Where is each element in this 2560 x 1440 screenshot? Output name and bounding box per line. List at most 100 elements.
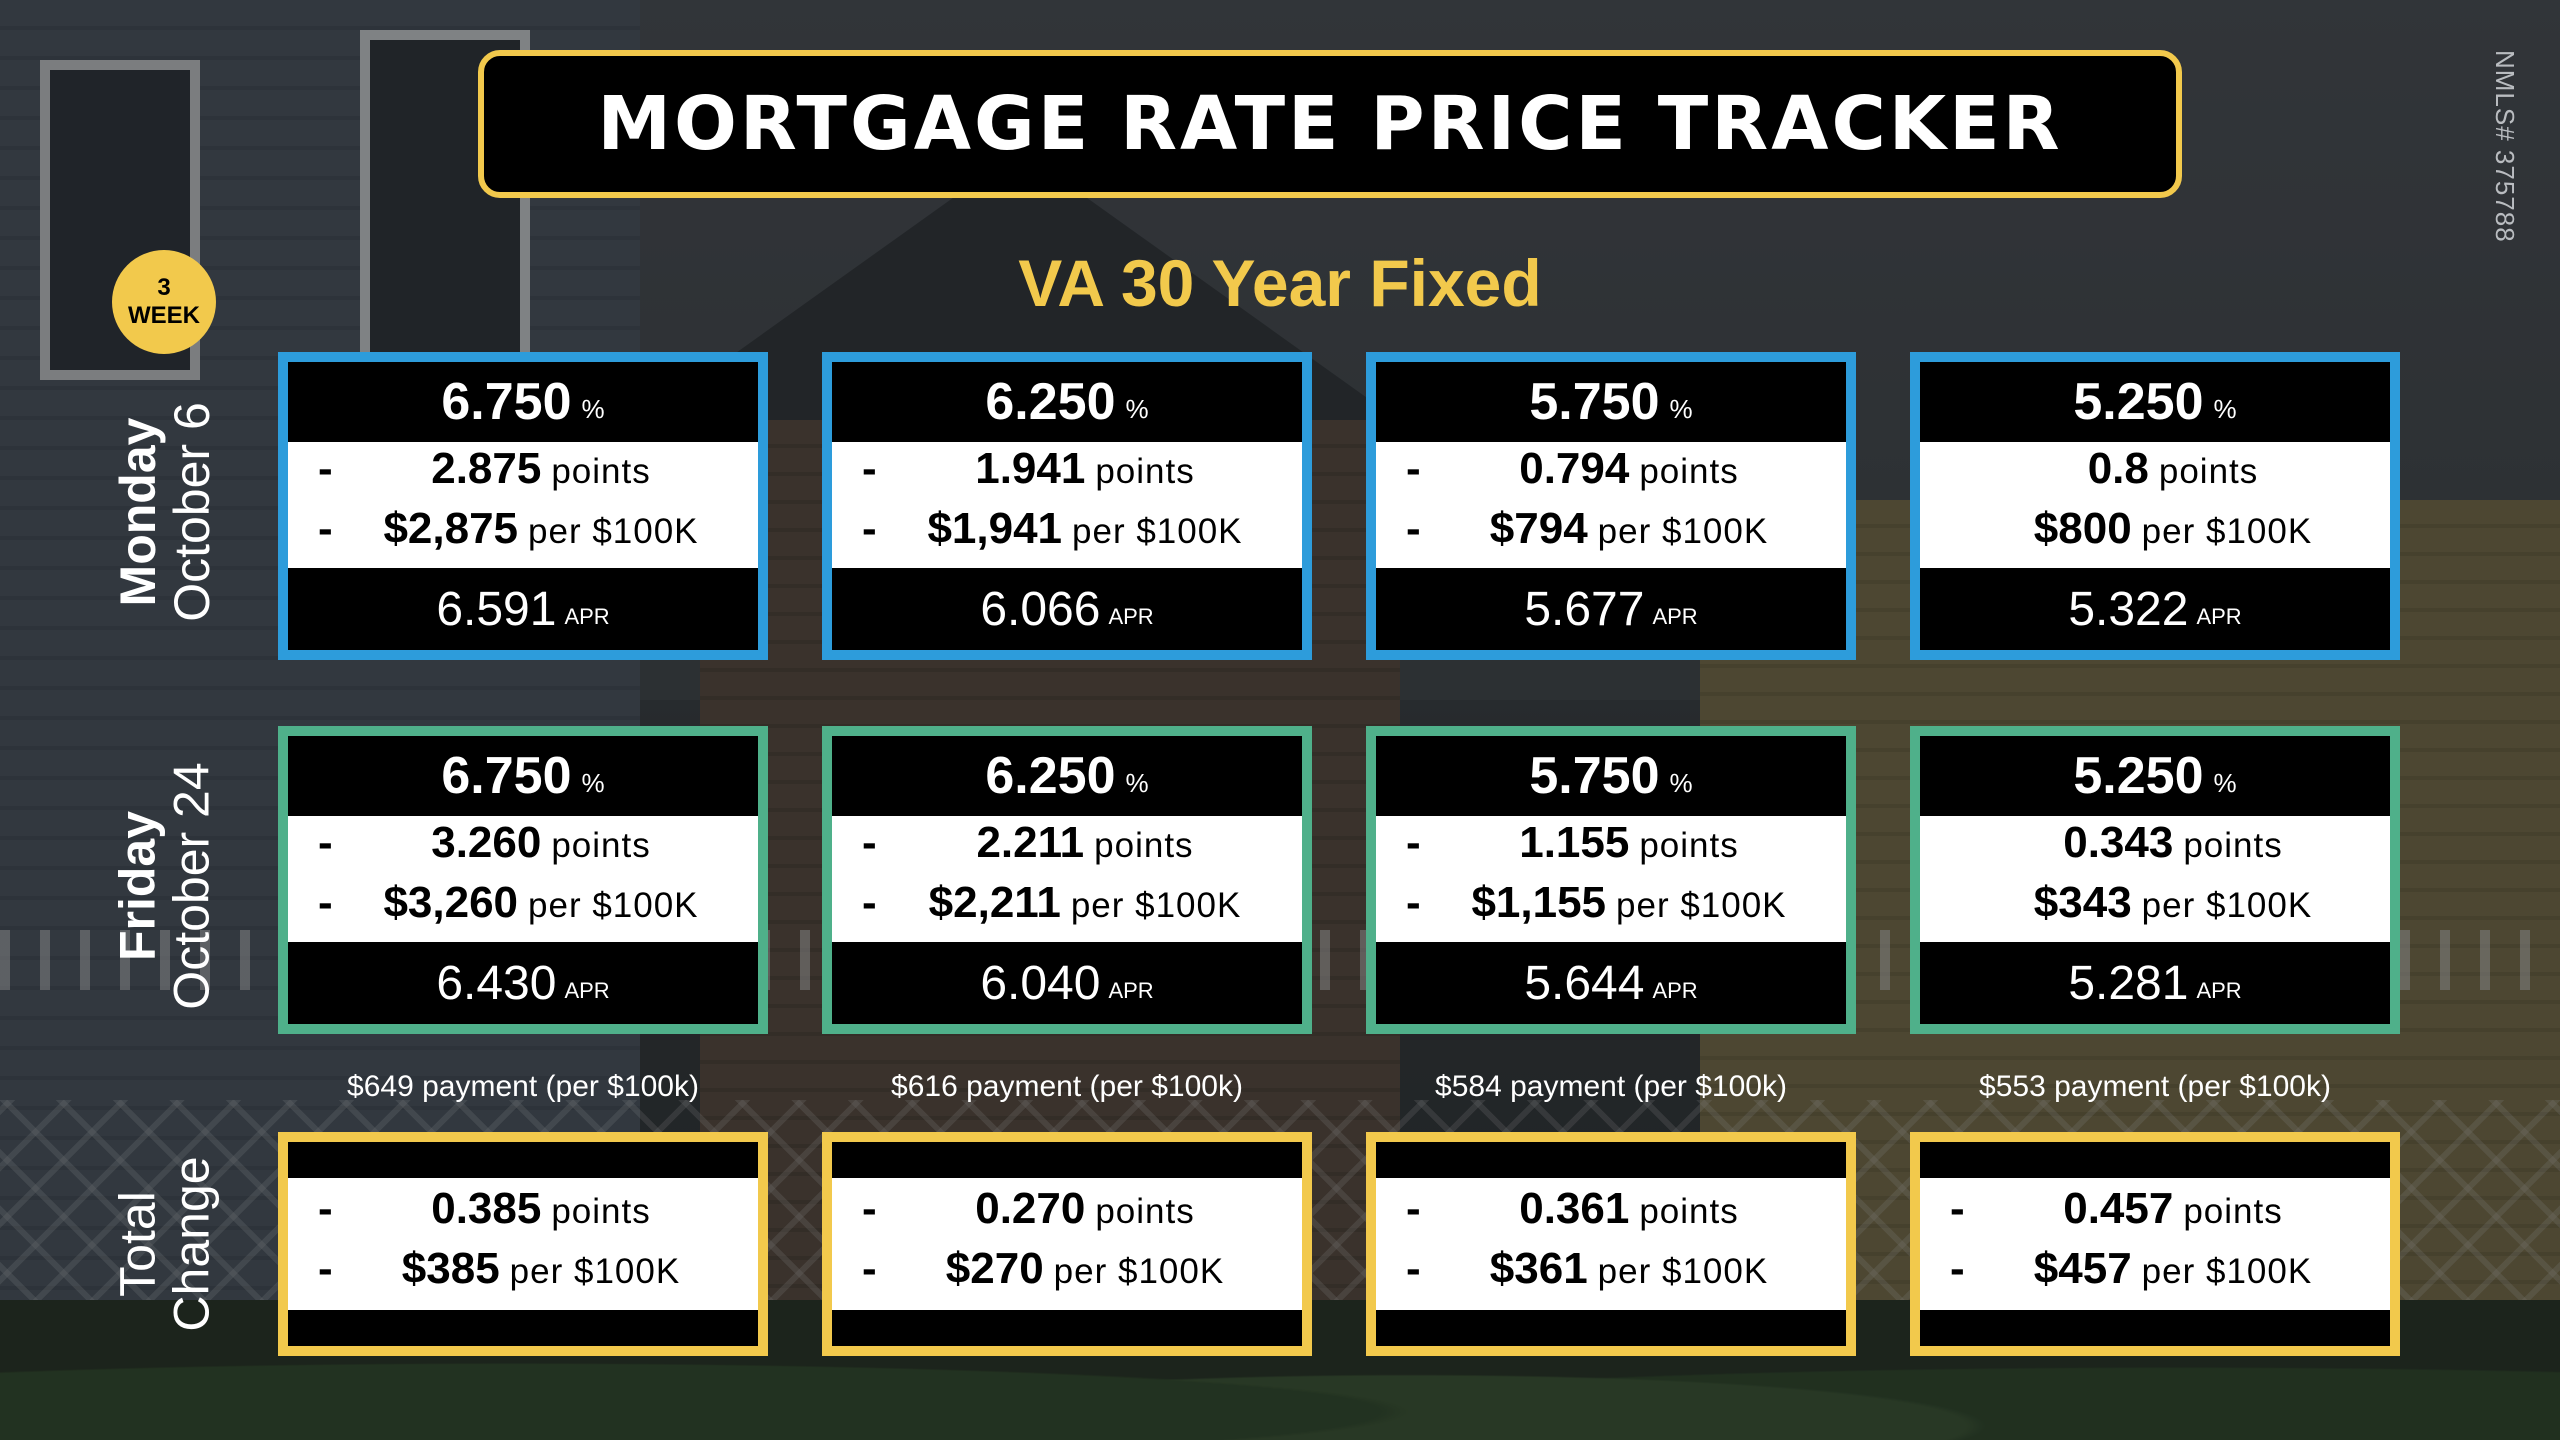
points-cost-panel: -1.155 points - $1,155 per $100K xyxy=(1376,816,1846,942)
apr-value: 5.644 xyxy=(1524,956,1645,1010)
cost-row-unit: per $100K xyxy=(1616,886,1787,925)
apr-value: 5.677 xyxy=(1524,582,1645,636)
percent-symbol: % xyxy=(1125,767,1149,798)
cost-row-value-group: $1,941 per $100K xyxy=(898,504,1272,554)
apr-label: APR xyxy=(1652,604,1698,629)
points-row-value-group: 0.794 points xyxy=(1442,444,1816,494)
apr-label: APR xyxy=(2196,978,2242,1003)
change-points-row: -0.361 points xyxy=(1406,1184,1816,1244)
points-row: -1.155 points xyxy=(1406,818,1816,878)
monday-rate-card: 5.750% -0.794 points - $794 per $100K 5.677 APR xyxy=(1366,352,1856,660)
points-cost-panel: 0.343 points $343 per $100K xyxy=(1920,816,2390,942)
total-change-card: -0.385 points - $385 per $100K xyxy=(278,1132,768,1356)
card-top-strip xyxy=(288,1142,758,1178)
page-title: MORTGAGE RATE PRICE TRACKER xyxy=(597,81,2063,167)
row-label-friday-date: October 24 xyxy=(164,762,220,1010)
row-label-monday: Monday October 6 xyxy=(110,352,220,672)
cost-row-value: $343 xyxy=(2033,878,2132,927)
change-points-row-unit: points xyxy=(1095,1192,1195,1231)
card-top-strip xyxy=(1376,1142,1846,1178)
week-badge-number: 3 xyxy=(157,274,171,301)
cost-row-value-group: $343 per $100K xyxy=(1986,878,2360,928)
cost-row-sign: - xyxy=(1406,878,1421,927)
change-points-row-value-group: 0.361 points xyxy=(1442,1184,1816,1234)
cost-row-sign: - xyxy=(862,504,877,553)
cost-row-unit: per $100K xyxy=(528,886,699,925)
cost-row-value: $794 xyxy=(1489,504,1588,553)
cost-row: - $2,211 per $100K xyxy=(862,878,1272,938)
week-badge: 3 WEEK xyxy=(112,250,216,354)
apr-label: APR xyxy=(1652,978,1698,1003)
change-cost-row-value: $457 xyxy=(2033,1244,2132,1293)
cost-row-unit: per $100K xyxy=(1072,512,1243,551)
change-points-row-unit: points xyxy=(1639,1192,1739,1231)
monthly-payment: $616 payment (per $100k) xyxy=(891,1070,1243,1103)
apr-value: 5.281 xyxy=(2068,956,2189,1010)
apr: 6.430 APR xyxy=(288,942,758,1024)
change-points-row-value: 0.270 xyxy=(975,1184,1086,1233)
apr-label: APR xyxy=(2196,604,2242,629)
percent-symbol: % xyxy=(1125,393,1149,424)
points-cost-panel: -3.260 points - $3,260 per $100K xyxy=(288,816,758,942)
change-cost-row-sign: - xyxy=(862,1244,877,1293)
loan-type-subtitle: VA 30 Year Fixed xyxy=(1018,246,1542,320)
cost-row: $343 per $100K xyxy=(1950,878,2360,938)
friday-rate-card: 6.250% -2.211 points - $2,211 per $100K 6.040 A… xyxy=(822,726,1312,1034)
points-row-sign: - xyxy=(318,444,333,493)
row-label-total: Total xyxy=(110,1191,166,1297)
card-bottom-strip xyxy=(832,1310,1302,1346)
change-cost-row-sign: - xyxy=(1950,1244,1965,1293)
change-panel: -0.361 points - $361 per $100K xyxy=(1376,1178,1846,1310)
cost-row-sign: - xyxy=(318,504,333,553)
change-points-row-unit: points xyxy=(551,1192,651,1231)
week-badge-label: WEEK xyxy=(128,302,200,329)
apr: 5.644 APR xyxy=(1376,942,1846,1024)
change-points-row: -0.385 points xyxy=(318,1184,728,1244)
cost-row-unit: per $100K xyxy=(1597,512,1769,551)
percent-symbol: % xyxy=(2213,393,2237,424)
points-row-value-group: 0.343 points xyxy=(1986,818,2360,868)
interest-rate: 5.750% xyxy=(1376,736,1846,816)
monthly-payment: $584 payment (per $100k) xyxy=(1435,1070,1787,1103)
points-cost-panel: - 2.875 points - $2,875 per $100K xyxy=(288,442,758,568)
interest-rate-value: 5.250 xyxy=(2073,747,2204,805)
cost-row: - $1,155 per $100K xyxy=(1406,878,1816,938)
points-row-value: 0.343 xyxy=(2063,818,2174,867)
total-change-card: -0.457 points - $457 per $100K xyxy=(1910,1132,2400,1356)
interest-rate: 6.750% xyxy=(288,736,758,816)
apr-value: 6.430 xyxy=(436,956,557,1010)
cost-row-unit: per $100K xyxy=(2141,886,2313,925)
points-row-sign: - xyxy=(1406,818,1421,867)
points-row: 0.343 points xyxy=(1950,818,2360,878)
change-points-row-value-group: 0.385 points xyxy=(354,1184,728,1234)
change-panel: -0.270 points - $270 per $100K xyxy=(832,1178,1302,1310)
interest-rate: 5.750% xyxy=(1376,362,1846,442)
points-cost-panel: -1.941 points - $1,941 per $100K xyxy=(832,442,1302,568)
points-row-unit: points xyxy=(2183,826,2283,865)
change-cost-row-value-group: $385 per $100K xyxy=(354,1244,728,1294)
change-cost-row-sign: - xyxy=(318,1244,333,1293)
interest-rate-value: 5.250 xyxy=(2073,373,2204,431)
apr-value: 6.066 xyxy=(980,582,1101,636)
change-points-row-sign: - xyxy=(1406,1184,1421,1233)
percent-symbol: % xyxy=(581,767,605,798)
apr-value: 6.040 xyxy=(980,956,1101,1010)
apr: 6.591 APR xyxy=(288,568,758,650)
points-row-unit: points xyxy=(551,826,651,865)
points-row-value: 2.211 xyxy=(976,818,1085,867)
points-row-value: 3.260 xyxy=(431,818,542,867)
cost-row-value-group: $2,875 per $100K xyxy=(354,504,728,554)
row-label-friday: Friday October 24 xyxy=(110,726,220,1046)
apr: 5.281 APR xyxy=(1920,942,2390,1024)
change-cost-row-value: $270 xyxy=(945,1244,1044,1293)
points-cost-panel: 0.8 points $800 per $100K xyxy=(1920,442,2390,568)
points-row-unit: points xyxy=(551,452,651,491)
points-row-value: 2.875 xyxy=(431,444,542,493)
change-cost-row: - $270 per $100K xyxy=(862,1244,1272,1304)
points-row-value: 1.941 xyxy=(975,444,1086,493)
change-cost-row: - $361 per $100K xyxy=(1406,1244,1816,1304)
interest-rate-value: 5.750 xyxy=(1529,747,1660,805)
points-row-sign: - xyxy=(862,818,877,867)
cost-row-value: $2,211 xyxy=(928,878,1061,927)
change-points-row-sign: - xyxy=(862,1184,877,1233)
